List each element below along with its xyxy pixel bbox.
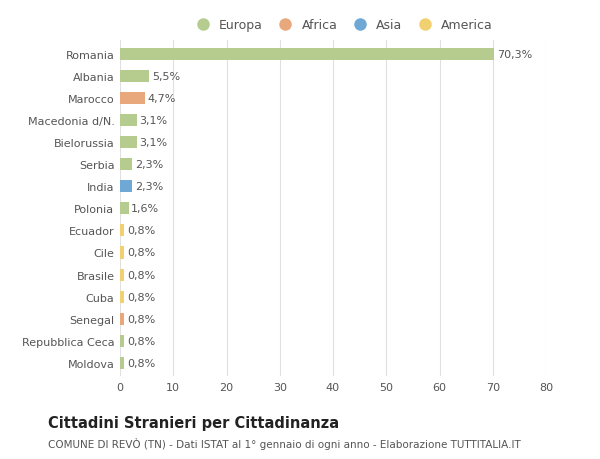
Bar	[120, 269, 124, 281]
Text: 0,8%: 0,8%	[127, 314, 155, 324]
Text: 2,3%: 2,3%	[135, 160, 163, 170]
Text: 0,8%: 0,8%	[127, 270, 155, 280]
Text: 0,8%: 0,8%	[127, 336, 155, 346]
Text: 1,6%: 1,6%	[131, 204, 160, 214]
Legend: Europa, Africa, Asia, America: Europa, Africa, Asia, America	[190, 19, 493, 32]
Text: 70,3%: 70,3%	[497, 50, 532, 60]
Bar	[120, 357, 124, 369]
Bar	[120, 137, 137, 149]
Text: 0,8%: 0,8%	[127, 226, 155, 236]
Bar	[120, 203, 128, 215]
Bar	[120, 225, 124, 237]
Text: 0,8%: 0,8%	[127, 292, 155, 302]
Text: 2,3%: 2,3%	[135, 182, 163, 192]
Text: 3,1%: 3,1%	[139, 116, 167, 126]
Bar	[120, 181, 132, 193]
Text: 5,5%: 5,5%	[152, 72, 180, 82]
Bar	[120, 313, 124, 325]
Bar	[120, 49, 494, 61]
Text: COMUNE DI REVÒ (TN) - Dati ISTAT al 1° gennaio di ogni anno - Elaborazione TUTTI: COMUNE DI REVÒ (TN) - Dati ISTAT al 1° g…	[48, 437, 521, 449]
Text: 3,1%: 3,1%	[139, 138, 167, 148]
Text: Cittadini Stranieri per Cittadinanza: Cittadini Stranieri per Cittadinanza	[48, 415, 339, 431]
Bar	[120, 159, 132, 171]
Bar	[120, 115, 137, 127]
Text: 0,8%: 0,8%	[127, 358, 155, 368]
Bar	[120, 71, 149, 83]
Text: 0,8%: 0,8%	[127, 248, 155, 258]
Bar	[120, 93, 145, 105]
Text: 4,7%: 4,7%	[148, 94, 176, 104]
Bar	[120, 335, 124, 347]
Bar	[120, 291, 124, 303]
Bar	[120, 247, 124, 259]
